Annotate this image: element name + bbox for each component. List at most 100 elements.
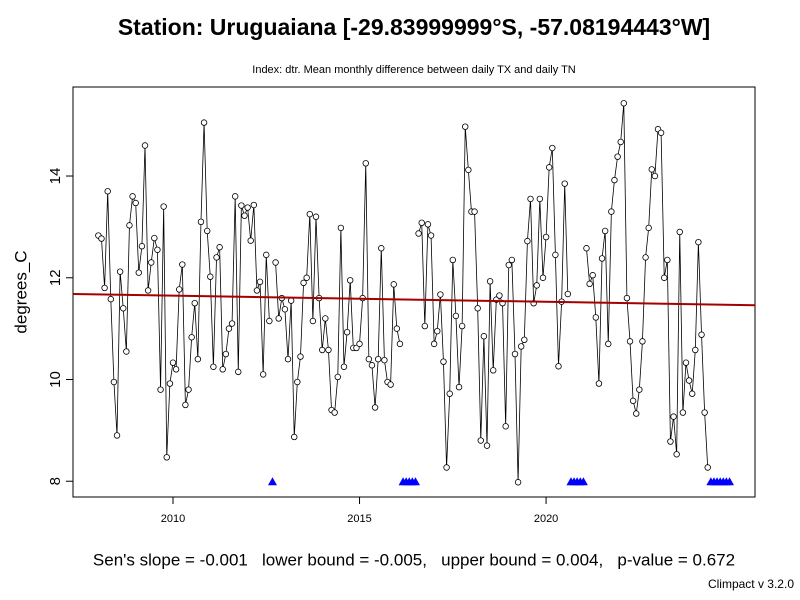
data-point: [203, 227, 211, 235]
data-point: [337, 224, 345, 232]
data-point: [284, 355, 292, 363]
data-point: [536, 195, 544, 203]
data-point: [583, 245, 590, 252]
y-tick-label: 12: [47, 269, 64, 286]
data-point: [642, 254, 649, 261]
data-point: [465, 166, 472, 174]
data-point: [371, 404, 379, 411]
data-point: [539, 274, 547, 281]
data-point: [396, 340, 404, 348]
data-point: [508, 256, 516, 264]
data-point: [303, 274, 310, 281]
data-point: [704, 464, 711, 471]
data-point: [340, 363, 348, 370]
data-point: [452, 312, 460, 320]
data-point: [259, 371, 267, 378]
data-point: [343, 328, 351, 336]
data-point: [629, 397, 637, 405]
y-tick-label: 8: [47, 477, 64, 485]
data-point: [309, 317, 317, 325]
data-point: [471, 208, 478, 215]
data-point: [331, 409, 338, 416]
data-point: [415, 230, 422, 237]
data-point: [98, 235, 105, 242]
data-point: [421, 322, 429, 330]
data-point: [281, 306, 289, 313]
data-point: [698, 331, 705, 338]
data-point: [176, 286, 183, 293]
data-point: [200, 119, 208, 126]
data-point: [163, 454, 170, 461]
data-point: [483, 442, 491, 449]
missing-marker: [267, 477, 277, 486]
data-point: [555, 363, 562, 370]
data-point: [685, 377, 693, 384]
data-point: [514, 479, 522, 486]
data-point: [611, 176, 618, 184]
data-point: [393, 325, 401, 332]
data-point: [477, 437, 484, 444]
credit: Climpact v 3.2.0: [708, 577, 794, 591]
data-point: [322, 315, 329, 322]
data-point: [679, 409, 687, 416]
data-point: [244, 204, 251, 211]
data-point: [219, 366, 226, 373]
data-point: [368, 362, 376, 369]
data-point: [676, 228, 683, 236]
data-point: [101, 284, 108, 292]
data-point: [689, 390, 696, 397]
data-point: [231, 193, 239, 200]
data-point: [191, 299, 198, 307]
data-point: [116, 268, 124, 275]
data-point: [325, 346, 332, 354]
data-point: [179, 261, 186, 268]
chart-subtitle: Index: dtr. Mean monthly difference betw…: [252, 64, 576, 76]
data-point: [110, 378, 118, 386]
data-point: [511, 350, 519, 358]
data-point: [148, 259, 155, 266]
data-point: [527, 195, 534, 203]
data-point: [154, 246, 161, 253]
data-point: [418, 219, 425, 227]
data-point: [141, 142, 149, 149]
data-point: [256, 278, 264, 286]
data-point: [306, 210, 313, 218]
data-point: [502, 423, 509, 430]
missing-marker: [725, 477, 735, 486]
data-point: [120, 305, 127, 312]
data-point: [123, 348, 130, 355]
data-point: [564, 290, 572, 298]
data-point: [238, 202, 245, 209]
data-point: [378, 245, 385, 252]
data-point: [138, 243, 146, 250]
data-point: [197, 218, 205, 226]
data-point: [362, 160, 369, 167]
data-point: [107, 295, 114, 303]
data-point: [524, 237, 531, 245]
data-point: [241, 212, 248, 219]
data-point: [605, 340, 612, 348]
data-point: [589, 272, 596, 279]
data-point: [381, 356, 388, 364]
data-point: [210, 363, 217, 370]
data-point: [657, 129, 665, 136]
data-point: [390, 281, 397, 288]
data-point: [135, 269, 142, 276]
data-point: [692, 346, 699, 354]
data-point: [670, 413, 677, 420]
data-point: [486, 278, 494, 285]
data-point: [446, 390, 453, 397]
data-point: [151, 234, 158, 242]
data-point: [701, 409, 708, 416]
data-point: [216, 244, 223, 251]
data-point: [437, 291, 444, 298]
data-point: [104, 188, 111, 195]
x-tick-label: 2010: [161, 513, 185, 525]
data-point: [443, 464, 450, 471]
data-point: [608, 208, 615, 215]
data-point: [549, 144, 556, 152]
data-point: [319, 346, 326, 354]
data-point: [166, 380, 174, 387]
data-point: [275, 315, 282, 322]
data-point: [664, 256, 671, 264]
